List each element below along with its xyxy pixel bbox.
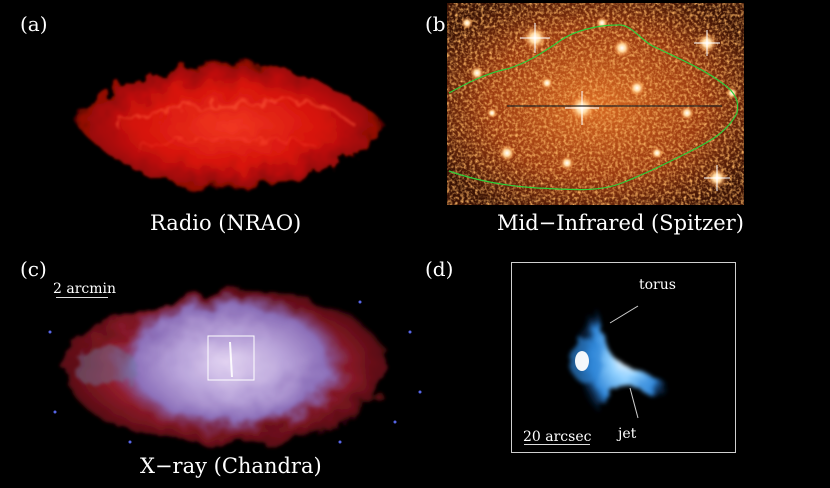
infrared-image [447,3,744,205]
pulsar-jet-svg [570,292,674,425]
radio-nebula-svg [75,61,385,191]
panel-d-scale-label: 20 arcsec [523,429,592,445]
infrared-field-svg [447,3,744,205]
panel-d-torus-label: torus [639,277,676,293]
radio-contour [448,24,739,191]
panel-c-caption: X−ray (Chandra) [140,454,322,478]
panel-d-letter: (d) [425,257,454,281]
panel-a-caption: Radio (NRAO) [150,211,302,235]
panel-c-scale-bar [56,297,108,298]
xray-nebula-svg [48,290,422,445]
xray-image [40,272,440,452]
zoom-image [511,262,736,453]
panel-b-caption: Mid−Infrared (Spitzer) [497,211,744,235]
panel-a-letter: (a) [20,12,48,36]
panel-d-jet-label: jet [618,426,637,442]
panel-c-letter: (c) [20,257,47,281]
zoom-region-box [207,335,255,381]
panel-c-scale-label: 2 arcmin [53,281,117,297]
radio-image [55,30,395,210]
panel-d-scale-bar [524,444,590,445]
